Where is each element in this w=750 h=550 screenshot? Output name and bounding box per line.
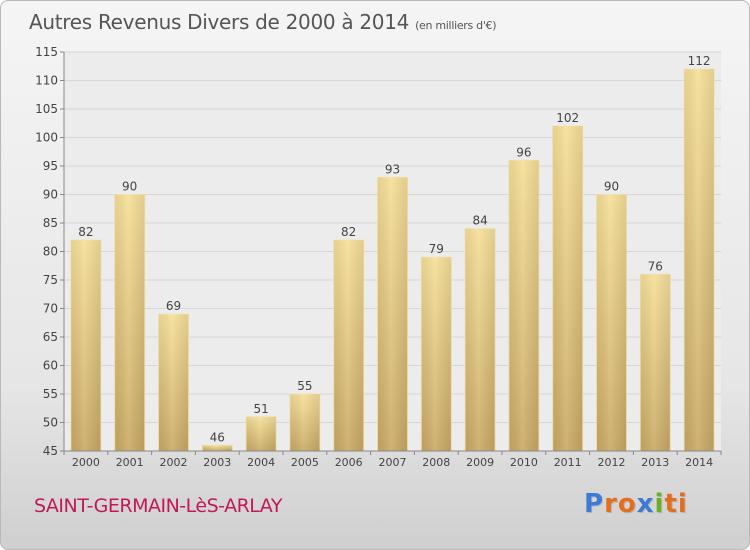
x-tick-label-2004: 2004 (247, 456, 275, 469)
logo-letter: i (677, 489, 688, 519)
bar-shade-2000 (70, 240, 101, 451)
y-tick-label: 90 (43, 188, 58, 202)
bar-shade-2006 (333, 240, 364, 451)
bar-shade-2014 (684, 69, 715, 451)
chart-title-text: Autres Revenus Divers de 2000 à 2014 (29, 10, 410, 34)
data-label-2007: 93 (385, 162, 400, 176)
data-label-2001: 90 (122, 180, 137, 194)
x-tick-label-2005: 2005 (291, 456, 319, 469)
data-label-2011: 102 (556, 111, 579, 125)
bar-shade-2005 (289, 394, 320, 451)
data-label-2014: 112 (688, 54, 711, 68)
location-name: SAINT-GERMAIN-LèS-ARLAY (34, 495, 282, 517)
data-label-2003: 46 (210, 430, 225, 444)
data-label-2006: 82 (341, 225, 356, 239)
bar-shade-2012 (596, 194, 627, 451)
y-axis-ticks: 45 50 55 60 65 70 75 80 85 90 95 100 105 110 115 (35, 45, 64, 458)
x-tick-label-2013: 2013 (641, 456, 669, 469)
y-tick-label: 115 (35, 45, 58, 59)
x-tick-label-2012: 2012 (598, 456, 626, 469)
proxiti-logo: Proxiti (584, 489, 688, 519)
y-tick-label: 105 (35, 102, 58, 116)
x-tick-label-2010: 2010 (510, 456, 538, 469)
data-label-2002: 69 (166, 299, 181, 313)
x-tick-label-2007: 2007 (379, 456, 407, 469)
y-tick-label: 85 (43, 216, 58, 230)
y-tick-label: 110 (35, 74, 58, 88)
bar-shade-2004 (246, 416, 277, 451)
logo-letter: t (664, 489, 678, 519)
bars (70, 68, 715, 452)
x-tick-label-2006: 2006 (335, 456, 363, 469)
y-tick-label: 100 (35, 131, 58, 145)
data-label-2010: 96 (516, 145, 531, 159)
bar-shade-2003 (202, 445, 233, 451)
bar-shade-2010 (508, 160, 539, 452)
data-label-2013: 76 (648, 259, 663, 273)
bar-shade-2007 (377, 177, 408, 451)
data-label-2005: 55 (297, 379, 312, 393)
x-tick-label-2003: 2003 (203, 456, 231, 469)
bar-shade-2001 (114, 194, 145, 451)
x-tick-label-2009: 2009 (466, 456, 494, 469)
bar-shade-2002 (158, 314, 189, 451)
bar-shade-2008 (421, 257, 452, 451)
y-tick-label: 55 (43, 387, 58, 401)
y-tick-label: 65 (43, 330, 58, 344)
chart-title: Autres Revenus Divers de 2000 à 2014 (en … (29, 10, 497, 34)
logo-letter: P (584, 489, 605, 519)
logo-letter: o (617, 489, 637, 519)
x-tick-label-2008: 2008 (422, 456, 450, 469)
y-tick-label: 45 (43, 444, 58, 458)
y-tick-label: 70 (43, 302, 58, 316)
x-tick-label-2000: 2000 (72, 456, 100, 469)
logo-letter: x (636, 489, 655, 519)
data-label-2004: 51 (253, 402, 268, 416)
bar-shade-2011 (552, 126, 583, 451)
data-label-2008: 79 (429, 242, 444, 256)
y-tick-label: 80 (43, 245, 58, 259)
x-tick-label-2001: 2001 (116, 456, 144, 469)
x-tick-label-2014: 2014 (685, 456, 713, 469)
x-tick-label-2002: 2002 (160, 456, 188, 469)
data-label-2012: 90 (604, 180, 619, 194)
data-label-2000: 82 (78, 225, 93, 239)
logo-letter: r (604, 489, 618, 519)
y-tick-label: 95 (43, 159, 58, 173)
data-labels: 82 90 69 46 51 55 82 93 79 84 96 102 90 76 112 (78, 54, 710, 444)
chart-subtitle: (en milliers d'€) (415, 19, 497, 32)
y-tick-label: 60 (43, 359, 58, 373)
data-label-2009: 84 (472, 214, 487, 228)
x-axis-ticks: 2000 2001 2002 2003 2004 2005 2006 2007 2008 2009… (63, 451, 722, 469)
bar-shade-2013 (640, 274, 671, 451)
logo-letter: i (654, 489, 665, 519)
y-tick-label: 50 (43, 416, 58, 430)
bar-shade-2009 (465, 228, 496, 451)
x-tick-label-2011: 2011 (554, 456, 582, 469)
y-tick-label: 75 (43, 273, 58, 287)
